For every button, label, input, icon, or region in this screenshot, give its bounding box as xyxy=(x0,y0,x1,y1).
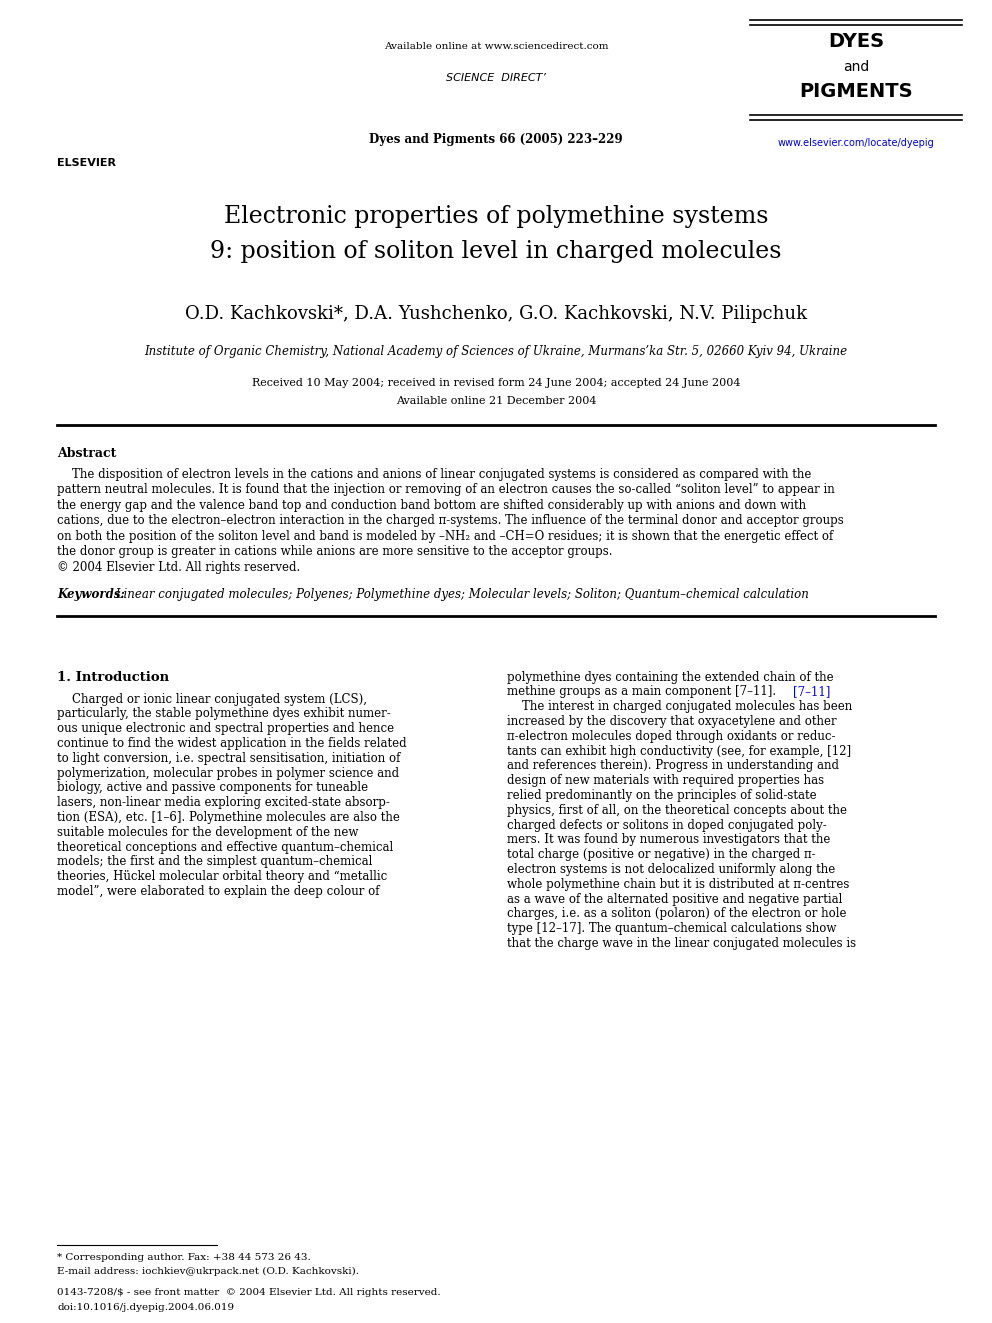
Text: charges, i.e. as a soliton (polaron) of the electron or hole: charges, i.e. as a soliton (polaron) of … xyxy=(507,908,846,919)
Text: Electronic properties of polymethine systems: Electronic properties of polymethine sys… xyxy=(224,205,768,228)
Text: that the charge wave in the linear conjugated molecules is: that the charge wave in the linear conju… xyxy=(507,937,856,950)
Text: SCIENCE  DIRECT’: SCIENCE DIRECT’ xyxy=(446,73,546,83)
Text: the energy gap and the valence band top and conduction band bottom are shifted c: the energy gap and the valence band top … xyxy=(57,499,806,512)
Text: O.D. Kachkovski*, D.A. Yushchenko, G.O. Kachkovski, N.V. Pilipchuk: O.D. Kachkovski*, D.A. Yushchenko, G.O. … xyxy=(185,306,807,323)
Text: as a wave of the alternated positive and negative partial: as a wave of the alternated positive and… xyxy=(507,893,842,906)
Text: polymethine dyes containing the extended chain of the: polymethine dyes containing the extended… xyxy=(507,671,833,684)
Text: relied predominantly on the principles of solid-state: relied predominantly on the principles o… xyxy=(507,789,816,802)
Text: type [12–17]. The quantum–chemical calculations show: type [12–17]. The quantum–chemical calcu… xyxy=(507,922,836,935)
Text: π-electron molecules doped through oxidants or reduc-: π-electron molecules doped through oxida… xyxy=(507,730,835,744)
Text: Linear conjugated molecules; Polyenes; Polymethine dyes; Molecular levels; Solit: Linear conjugated molecules; Polyenes; P… xyxy=(112,587,808,601)
Text: the donor group is greater in cations while anions are more sensitive to the acc: the donor group is greater in cations wh… xyxy=(57,545,612,558)
Text: doi:10.1016/j.dyepig.2004.06.019: doi:10.1016/j.dyepig.2004.06.019 xyxy=(57,1303,234,1312)
Text: theories, Hückel molecular orbital theory and “metallic: theories, Hückel molecular orbital theor… xyxy=(57,871,387,882)
Text: PIGMENTS: PIGMENTS xyxy=(800,82,913,101)
Text: 9: position of soliton level in charged molecules: 9: position of soliton level in charged … xyxy=(210,239,782,263)
Text: DYES: DYES xyxy=(828,32,884,52)
Text: mers. It was found by numerous investigators that the: mers. It was found by numerous investiga… xyxy=(507,833,830,845)
Text: electron systems is not delocalized uniformly along the: electron systems is not delocalized unif… xyxy=(507,863,835,876)
Text: E-mail address: iochkiev@ukrpack.net (O.D. Kachkovski).: E-mail address: iochkiev@ukrpack.net (O.… xyxy=(57,1267,359,1277)
Text: Institute of Organic Chemistry, National Academy of Sciences of Ukraine, Murmans: Institute of Organic Chemistry, National… xyxy=(145,345,847,359)
Text: www.elsevier.com/locate/dyepig: www.elsevier.com/locate/dyepig xyxy=(778,138,934,148)
Text: methine groups as a main component [7–11].: methine groups as a main component [7–11… xyxy=(507,685,776,699)
Text: to light conversion, i.e. spectral sensitisation, initiation of: to light conversion, i.e. spectral sensi… xyxy=(57,751,401,765)
Text: ous unique electronic and spectral properties and hence: ous unique electronic and spectral prope… xyxy=(57,722,394,736)
Text: Available online 21 December 2004: Available online 21 December 2004 xyxy=(396,396,596,406)
Text: tants can exhibit high conductivity (see, for example, [12]: tants can exhibit high conductivity (see… xyxy=(507,745,851,758)
Text: continue to find the widest application in the fields related: continue to find the widest application … xyxy=(57,737,407,750)
Text: [7–11]: [7–11] xyxy=(793,685,830,699)
Text: The disposition of electron levels in the cations and anions of linear conjugate: The disposition of electron levels in th… xyxy=(57,468,811,482)
Text: Abstract: Abstract xyxy=(57,447,116,460)
Text: Keywords:: Keywords: xyxy=(57,587,125,601)
Text: lasers, non-linear media exploring excited-state absorp-: lasers, non-linear media exploring excit… xyxy=(57,796,390,808)
Text: © 2004 Elsevier Ltd. All rights reserved.: © 2004 Elsevier Ltd. All rights reserved… xyxy=(57,561,301,574)
Text: Received 10 May 2004; received in revised form 24 June 2004; accepted 24 June 20: Received 10 May 2004; received in revise… xyxy=(252,378,740,388)
Text: Charged or ionic linear conjugated system (LCS),: Charged or ionic linear conjugated syste… xyxy=(57,693,367,706)
Text: biology, active and passive components for tuneable: biology, active and passive components f… xyxy=(57,781,368,794)
Text: tion (ESA), etc. [1–6]. Polymethine molecules are also the: tion (ESA), etc. [1–6]. Polymethine mole… xyxy=(57,811,400,824)
Text: polymerization, molecular probes in polymer science and: polymerization, molecular probes in poly… xyxy=(57,767,399,781)
Text: suitable molecules for the development of the new: suitable molecules for the development o… xyxy=(57,826,358,839)
Text: theoretical conceptions and effective quantum–chemical: theoretical conceptions and effective qu… xyxy=(57,841,393,855)
Text: and references therein). Progress in understanding and: and references therein). Progress in und… xyxy=(507,759,839,773)
Text: ELSEVIER: ELSEVIER xyxy=(57,157,116,168)
Text: pattern neutral molecules. It is found that the injection or removing of an elec: pattern neutral molecules. It is found t… xyxy=(57,483,834,496)
Text: total charge (positive or negative) in the charged π-: total charge (positive or negative) in t… xyxy=(507,848,815,861)
Text: particularly, the stable polymethine dyes exhibit numer-: particularly, the stable polymethine dye… xyxy=(57,706,391,720)
Text: increased by the discovery that oxyacetylene and other: increased by the discovery that oxyacety… xyxy=(507,714,836,728)
Text: physics, first of all, on the theoretical concepts about the: physics, first of all, on the theoretica… xyxy=(507,804,847,818)
Text: 1. Introduction: 1. Introduction xyxy=(57,671,169,684)
Text: models; the first and the simplest quantum–chemical: models; the first and the simplest quant… xyxy=(57,855,372,868)
Text: model”, were elaborated to explain the deep colour of: model”, were elaborated to explain the d… xyxy=(57,885,380,898)
Text: Available online at www.sciencedirect.com: Available online at www.sciencedirect.co… xyxy=(384,42,608,52)
Text: whole polymethine chain but it is distributed at π-centres: whole polymethine chain but it is distri… xyxy=(507,878,849,890)
Text: charged defects or solitons in doped conjugated poly-: charged defects or solitons in doped con… xyxy=(507,819,826,832)
Text: on both the position of the soliton level and band is modeled by –NH₂ and –CH=O : on both the position of the soliton leve… xyxy=(57,531,833,542)
Text: * Corresponding author. Fax: +38 44 573 26 43.: * Corresponding author. Fax: +38 44 573 … xyxy=(57,1253,310,1262)
Text: cations, due to the electron–electron interaction in the charged π-systems. The : cations, due to the electron–electron in… xyxy=(57,515,844,527)
Text: 0143-7208/$ - see front matter  © 2004 Elsevier Ltd. All rights reserved.: 0143-7208/$ - see front matter © 2004 El… xyxy=(57,1289,440,1297)
Text: The interest in charged conjugated molecules has been: The interest in charged conjugated molec… xyxy=(507,700,852,713)
Text: and: and xyxy=(843,60,869,74)
Text: design of new materials with required properties has: design of new materials with required pr… xyxy=(507,774,824,787)
Text: Dyes and Pigments 66 (2005) 223–229: Dyes and Pigments 66 (2005) 223–229 xyxy=(369,134,623,146)
